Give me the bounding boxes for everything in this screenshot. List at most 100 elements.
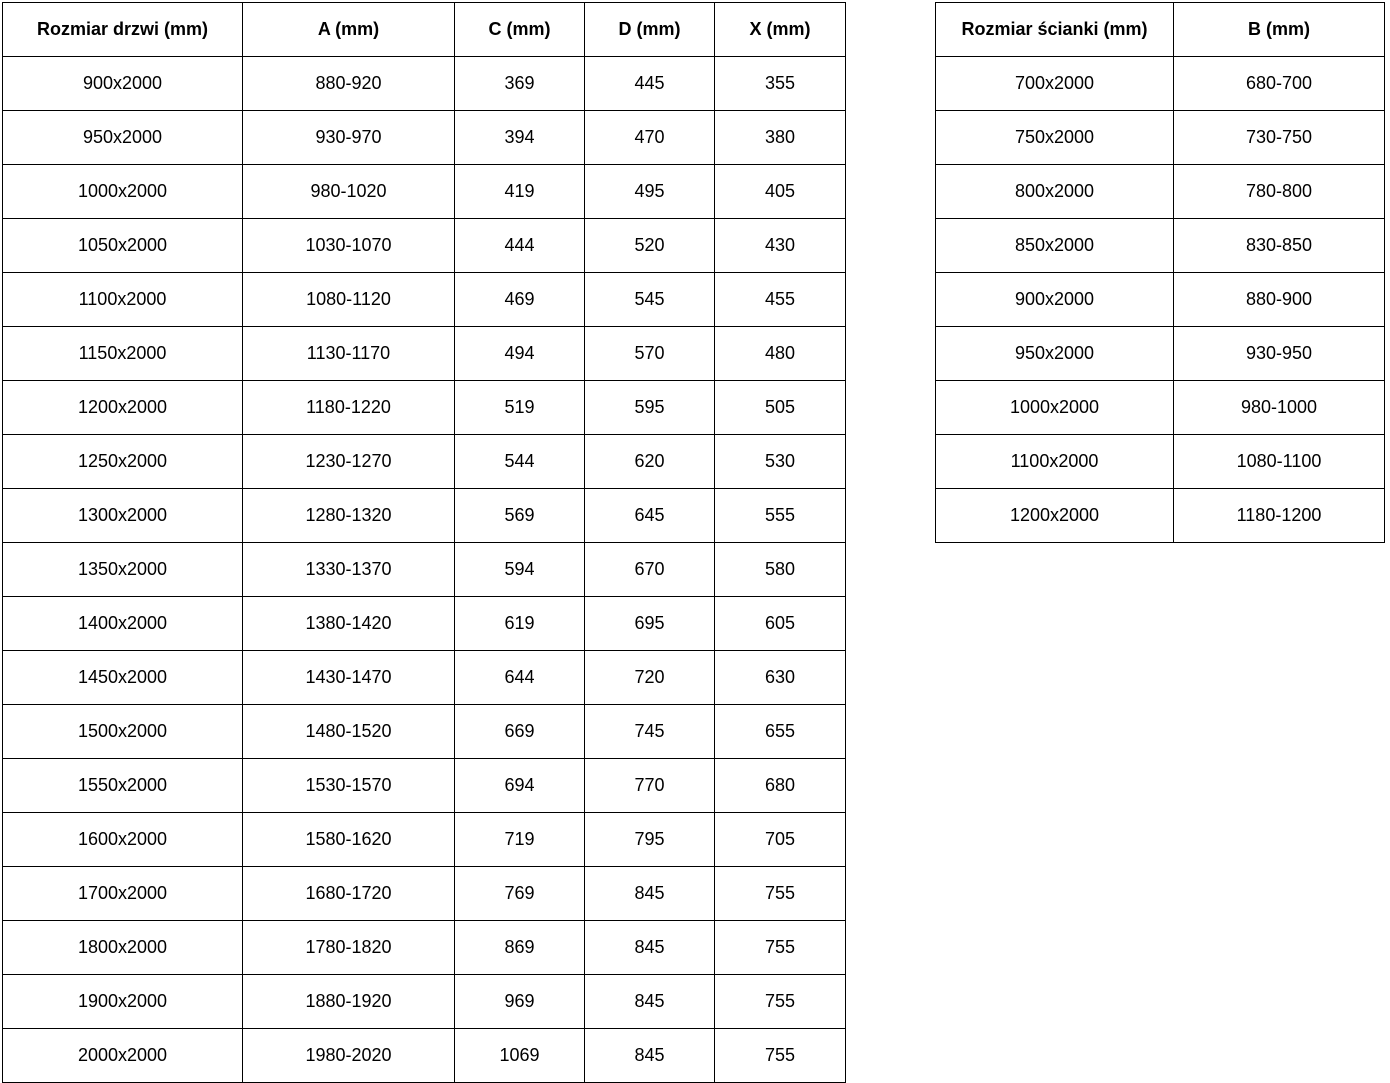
table-row: 1250x2000 1230-1270 544 620 530 — [2, 434, 846, 489]
table-cell: 1000x2000 — [935, 380, 1174, 435]
table-cell: 580 — [714, 542, 846, 597]
table-cell: 680-700 — [1173, 56, 1385, 111]
table-row: 1100x2000 1080-1100 — [935, 434, 1385, 489]
table-cell: 795 — [584, 812, 715, 867]
column-header: Rozmiar ścianki (mm) — [935, 2, 1174, 57]
table-cell: 520 — [584, 218, 715, 273]
table-row: 1500x2000 1480-1520 669 745 655 — [2, 704, 846, 759]
table-cell: 480 — [714, 326, 846, 381]
table-cell: 1200x2000 — [935, 488, 1174, 543]
table-cell: 655 — [714, 704, 846, 759]
table-row: 1350x2000 1330-1370 594 670 580 — [2, 542, 846, 597]
table-cell: 900x2000 — [2, 56, 243, 111]
table-cell: 1980-2020 — [242, 1028, 455, 1083]
table-cell: 419 — [454, 164, 585, 219]
column-header: B (mm) — [1173, 2, 1385, 57]
table-row: 900x2000 880-900 — [935, 272, 1385, 327]
table-cell: 1050x2000 — [2, 218, 243, 273]
table-cell: 1600x2000 — [2, 812, 243, 867]
table-cell: 1400x2000 — [2, 596, 243, 651]
table-row: 1450x2000 1430-1470 644 720 630 — [2, 650, 846, 705]
table-cell: 570 — [584, 326, 715, 381]
table-cell: 719 — [454, 812, 585, 867]
table-cell: 670 — [584, 542, 715, 597]
table-cell: 695 — [584, 596, 715, 651]
table-cell: 980-1000 — [1173, 380, 1385, 435]
table-cell: 845 — [584, 920, 715, 975]
table-cell: 880-920 — [242, 56, 455, 111]
table-row: 1200x2000 1180-1200 — [935, 488, 1385, 543]
table-cell: 430 — [714, 218, 846, 273]
table-cell: 755 — [714, 974, 846, 1029]
table-cell: 930-970 — [242, 110, 455, 165]
table-cell: 455 — [714, 272, 846, 327]
column-header: Rozmiar drzwi (mm) — [2, 2, 243, 57]
table-cell: 530 — [714, 434, 846, 489]
table-cell: 594 — [454, 542, 585, 597]
table-cell: 1080-1100 — [1173, 434, 1385, 489]
table-cell: 505 — [714, 380, 846, 435]
table-cell: 495 — [584, 164, 715, 219]
table-cell: 1480-1520 — [242, 704, 455, 759]
table-cell: 669 — [454, 704, 585, 759]
table-cell: 845 — [584, 1028, 715, 1083]
table-cell: 745 — [584, 704, 715, 759]
table-cell: 644 — [454, 650, 585, 705]
table-cell: 770 — [584, 758, 715, 813]
table-cell: 950x2000 — [2, 110, 243, 165]
table-cell: 850x2000 — [935, 218, 1174, 273]
table-cell: 705 — [714, 812, 846, 867]
wall-panel-sizes-table: Rozmiar ścianki (mm) B (mm) 700x2000 680-70… — [935, 2, 1385, 543]
table-cell: 1250x2000 — [2, 434, 243, 489]
table-row: 1000x2000 980-1000 — [935, 380, 1385, 435]
table-cell: 1680-1720 — [242, 866, 455, 921]
table-cell: 405 — [714, 164, 846, 219]
table-row: 700x2000 680-700 — [935, 56, 1385, 111]
table-cell: 355 — [714, 56, 846, 111]
table-cell: 755 — [714, 920, 846, 975]
table-cell: 1280-1320 — [242, 488, 455, 543]
column-header: D (mm) — [584, 2, 715, 57]
column-header: X (mm) — [714, 2, 846, 57]
table-cell: 445 — [584, 56, 715, 111]
table-row: 1300x2000 1280-1320 569 645 555 — [2, 488, 846, 543]
door-sizes-table: Rozmiar drzwi (mm) A (mm) C (mm) D (mm) X (m… — [2, 2, 846, 1083]
table-cell: 694 — [454, 758, 585, 813]
table-row: 1400x2000 1380-1420 619 695 605 — [2, 596, 846, 651]
table-row: 1150x2000 1130-1170 494 570 480 — [2, 326, 846, 381]
table-row: 750x2000 730-750 — [935, 110, 1385, 165]
table-row: 1050x2000 1030-1070 444 520 430 — [2, 218, 846, 273]
table-cell: 380 — [714, 110, 846, 165]
table-cell: 1780-1820 — [242, 920, 455, 975]
table-cell: 1550x2000 — [2, 758, 243, 813]
table-row: 1000x2000 980-1020 419 495 405 — [2, 164, 846, 219]
table-cell: 605 — [714, 596, 846, 651]
table-row: 1550x2000 1530-1570 694 770 680 — [2, 758, 846, 813]
table-row: 1200x2000 1180-1220 519 595 505 — [2, 380, 846, 435]
table-cell: 900x2000 — [935, 272, 1174, 327]
table-cell: 845 — [584, 866, 715, 921]
header-row: Rozmiar ścianki (mm) B (mm) — [935, 2, 1385, 57]
table-cell: 755 — [714, 1028, 846, 1083]
table-cell: 930-950 — [1173, 326, 1385, 381]
table-cell: 869 — [454, 920, 585, 975]
table-cell: 444 — [454, 218, 585, 273]
table-cell: 619 — [454, 596, 585, 651]
column-header: A (mm) — [242, 2, 455, 57]
table-cell: 1500x2000 — [2, 704, 243, 759]
table-cell: 1180-1200 — [1173, 488, 1385, 543]
table-cell: 880-900 — [1173, 272, 1385, 327]
table-cell: 1300x2000 — [2, 488, 243, 543]
table-row: 850x2000 830-850 — [935, 218, 1385, 273]
table-row: 1800x2000 1780-1820 869 845 755 — [2, 920, 846, 975]
table-row: 800x2000 780-800 — [935, 164, 1385, 219]
table-cell: 1130-1170 — [242, 326, 455, 381]
table-cell: 620 — [584, 434, 715, 489]
table-cell: 769 — [454, 866, 585, 921]
table-cell: 630 — [714, 650, 846, 705]
table-row: 950x2000 930-970 394 470 380 — [2, 110, 846, 165]
table-cell: 1330-1370 — [242, 542, 455, 597]
table-cell: 1800x2000 — [2, 920, 243, 975]
table-cell: 720 — [584, 650, 715, 705]
table-cell: 1030-1070 — [242, 218, 455, 273]
